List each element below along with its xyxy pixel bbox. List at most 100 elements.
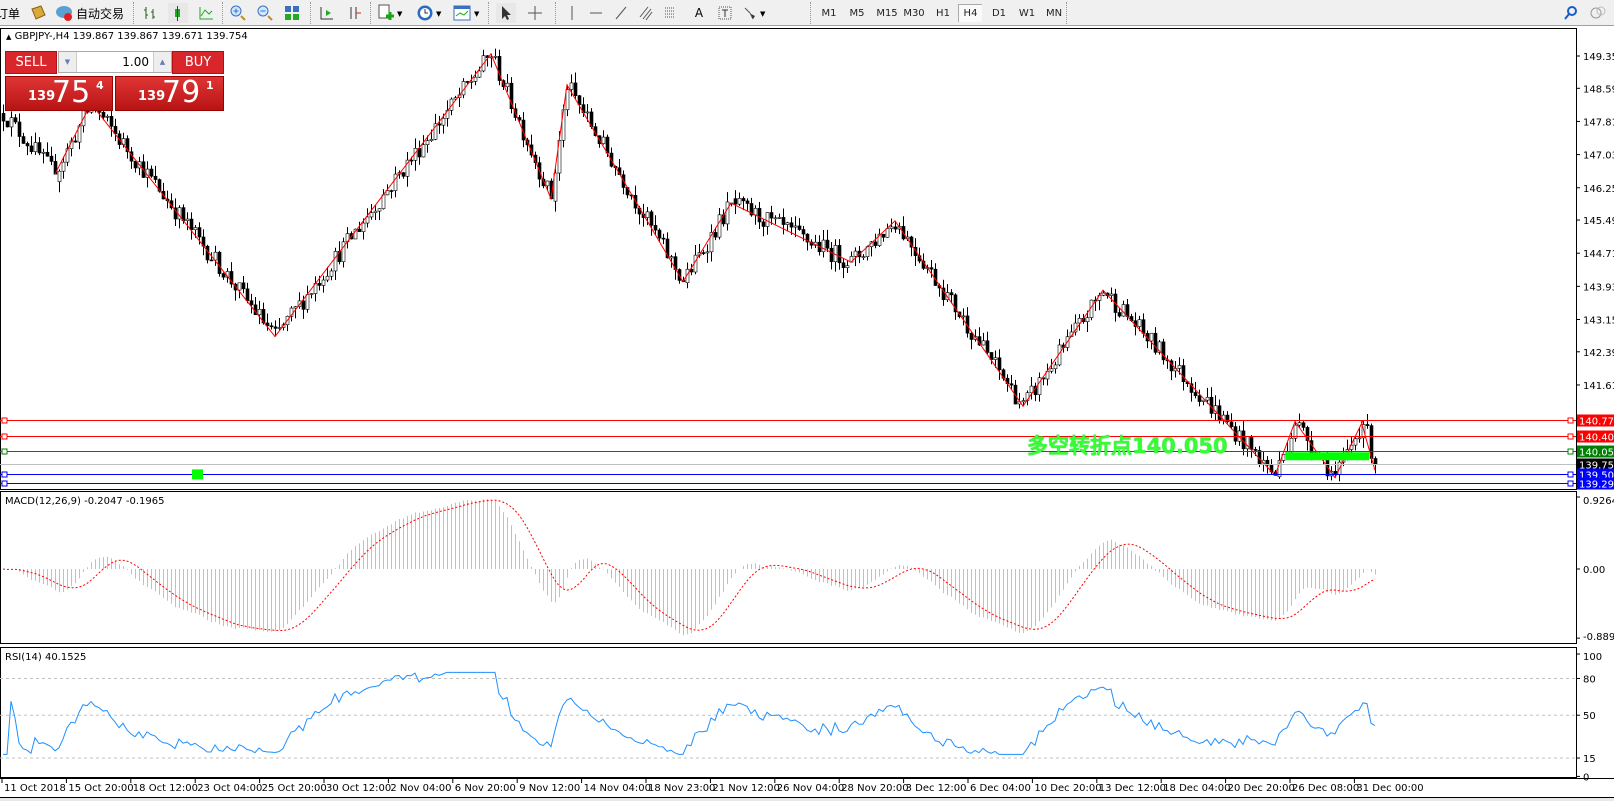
timeframe-m1[interactable]: M1 (821, 7, 837, 19)
lot-size-stepper[interactable]: ▼ 1.00 ▲ (58, 51, 172, 73)
candle-body (1217, 405, 1222, 421)
candle-body (321, 279, 326, 286)
auto-trading-button[interactable]: 自动交易 (55, 3, 124, 23)
candle-body (429, 139, 434, 141)
timeframe-w1[interactable]: W1 (1018, 7, 1036, 19)
chart-shift-icon[interactable] (316, 3, 336, 23)
line-handle-left[interactable] (1, 417, 8, 424)
crosshair-icon[interactable] (525, 3, 545, 23)
price-level-badge (1577, 430, 1614, 443)
templates-dropdown-icon[interactable]: ▼ (474, 10, 480, 18)
candle-body (25, 143, 30, 147)
timeframe-d1[interactable]: D1 (991, 7, 1007, 19)
line-handle-right[interactable] (1567, 448, 1574, 455)
candle-body (885, 228, 890, 238)
candle-body (1021, 400, 1026, 403)
line-handle-left[interactable] (1, 471, 8, 478)
fibonacci-icon[interactable] (661, 3, 681, 23)
candle-body (245, 288, 250, 301)
candle-body (1293, 424, 1298, 439)
candle-body (449, 98, 454, 111)
candle-body (437, 123, 442, 126)
line-handle-left[interactable] (1, 480, 8, 487)
autoscroll-icon[interactable] (344, 3, 364, 23)
price-tick-label: 143.150 (1583, 316, 1614, 327)
candle-body (1157, 341, 1162, 353)
search-icon[interactable] (1561, 3, 1581, 23)
timeframe-h4[interactable]: H4 (958, 4, 982, 22)
timeframe-mn[interactable]: MN (1045, 7, 1063, 19)
chart-canvas[interactable]: 149.350 148.590 147.810 147.030 146.250 145.4… (0, 26, 1614, 801)
periods-dropdown-icon[interactable]: ▼ (436, 10, 442, 18)
price-level-badge (1577, 445, 1614, 458)
buy-price-box[interactable]: 139 79 1 (115, 76, 224, 111)
bar-chart-icon[interactable] (140, 3, 160, 23)
collapse-triangle-icon[interactable]: ▲ (6, 33, 12, 41)
templates-icon[interactable] (452, 3, 472, 23)
sell-button[interactable]: SELL (5, 51, 57, 74)
periods-clock-icon[interactable] (415, 3, 435, 23)
lot-decrease-icon[interactable]: ▼ (59, 52, 77, 72)
buy-button[interactable]: BUY (172, 51, 224, 74)
chart-window[interactable]: 149.350 148.590 147.810 147.030 146.250 145.4… (0, 26, 1614, 801)
candle-body (153, 175, 158, 180)
pivot-annotation[interactable]: 多空转折点140.050 (1027, 434, 1228, 458)
trendline-icon[interactable] (611, 3, 631, 23)
line-handle-left[interactable] (1, 448, 8, 455)
lot-size-input[interactable]: 1.00 (122, 55, 149, 69)
new-order-button[interactable]: 订单 (0, 6, 21, 21)
community-icon[interactable] (1588, 3, 1608, 23)
equidistant-channel-icon[interactable] (636, 3, 656, 23)
text-label-icon[interactable] (715, 3, 735, 23)
candle-body (409, 159, 414, 162)
macd-panel (0, 491, 1577, 644)
candle-body (189, 218, 194, 231)
candle-body (1049, 368, 1054, 372)
text-icon[interactable]: A (694, 6, 704, 20)
vertical-line-icon[interactable] (562, 3, 582, 23)
candle-body (1249, 435, 1254, 450)
zoom-out-icon[interactable] (255, 3, 275, 23)
line-handle-right[interactable] (1567, 417, 1574, 424)
line-handle-right[interactable] (1567, 433, 1574, 440)
timeframe-h1[interactable]: H1 (936, 7, 950, 19)
candle-body (197, 227, 202, 238)
rsi-label: RSI(14) 40.1525 (5, 652, 86, 663)
sell-price-box[interactable]: 139 75 4 (5, 76, 113, 111)
candle-body (353, 228, 358, 240)
cursor-icon[interactable] (496, 3, 516, 23)
candle-body (1009, 383, 1014, 386)
tile-windows-icon[interactable] (282, 3, 302, 23)
line-handle-right[interactable] (1567, 471, 1574, 478)
zoom-in-icon[interactable] (228, 3, 248, 23)
candle-body (425, 140, 430, 145)
green-marker[interactable] (192, 469, 203, 480)
time-tick-label: 25 Oct 20:00 (262, 783, 327, 794)
arrows-icon[interactable] (740, 3, 760, 23)
timeframe-m5[interactable]: M5 (849, 7, 865, 19)
candlestick-icon[interactable] (168, 3, 188, 23)
line-chart-icon[interactable] (196, 3, 216, 23)
candle-body (981, 340, 986, 346)
price-level-label: 139.506 (1579, 471, 1614, 482)
green-bar-marker[interactable] (1286, 452, 1369, 461)
indicators-dropdown-icon[interactable]: ▼ (397, 10, 403, 18)
candle-body (477, 70, 482, 78)
candle-body (1289, 437, 1294, 453)
time-tick-label: 6 Nov 20:00 (455, 783, 516, 794)
price-level-badge (1577, 477, 1614, 490)
candle-body (837, 245, 842, 264)
horizontal-line-icon[interactable] (586, 3, 606, 23)
macd-tick-label: 0.9264 (1583, 496, 1614, 507)
market-watch-icon[interactable] (28, 3, 48, 23)
timeframe-m30[interactable]: M30 (903, 7, 925, 19)
line-handle-left[interactable] (1, 433, 8, 440)
arrows-dropdown-icon[interactable]: ▼ (760, 10, 766, 18)
candle-body (1253, 449, 1258, 451)
line-handle-right[interactable] (1567, 480, 1574, 487)
lot-increase-icon[interactable]: ▲ (153, 52, 171, 72)
indicators-icon[interactable] (376, 3, 396, 23)
candle-body (733, 198, 738, 205)
time-tick-label: 26 Nov 04:00 (777, 783, 844, 794)
timeframe-m15[interactable]: M15 (876, 7, 898, 19)
